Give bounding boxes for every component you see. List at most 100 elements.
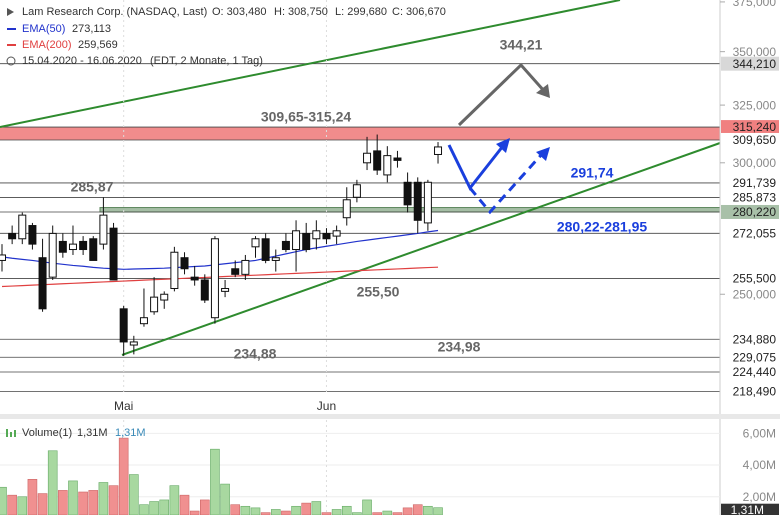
candle-body xyxy=(393,157,402,161)
level-label-bg xyxy=(721,365,779,380)
legend-value: 273,113 xyxy=(72,23,111,35)
annotation: 255,50 xyxy=(357,284,400,300)
volume-bar xyxy=(291,505,301,515)
volume-bar xyxy=(0,486,7,515)
legend-icon xyxy=(6,56,16,66)
volume-bar xyxy=(88,490,99,515)
plot: Mai Jun xyxy=(0,0,443,413)
candle-body xyxy=(281,240,290,251)
candle-body xyxy=(241,259,250,275)
level-label: 218,490 xyxy=(733,385,777,399)
level-label: 291,739 xyxy=(733,176,777,190)
y-tick-label: 2,00M xyxy=(743,490,776,504)
level-label-bg xyxy=(721,204,779,219)
candle-body xyxy=(373,150,382,171)
annotation: 234,98 xyxy=(438,339,481,355)
level-label-bg xyxy=(721,175,779,190)
candle-body xyxy=(271,257,280,261)
candle-body xyxy=(170,251,179,290)
candle-body xyxy=(0,254,6,261)
volume-bar xyxy=(412,504,423,515)
volume-value: 1,31M xyxy=(115,427,146,439)
legend-value: 259,569 xyxy=(78,39,118,51)
volume-pane xyxy=(0,420,720,515)
volume-last-label: 1,31M xyxy=(731,503,764,515)
candle-body xyxy=(292,230,301,251)
candle-body xyxy=(210,238,219,319)
level-label: 280,220 xyxy=(733,205,777,219)
volume-bar xyxy=(108,485,119,515)
candle-body xyxy=(79,240,88,251)
candle-body xyxy=(99,214,108,245)
annotation: 234,88 xyxy=(234,346,277,362)
candle-body xyxy=(139,317,148,325)
volume-bar xyxy=(270,509,281,515)
y-tick-label: 350,000 xyxy=(733,45,777,59)
volume-bar xyxy=(47,450,58,515)
candle-body xyxy=(231,268,240,275)
candle-body xyxy=(8,232,17,240)
volume-bar xyxy=(17,496,28,515)
legend-swatch xyxy=(7,28,16,30)
pane-separator xyxy=(0,414,780,419)
level-label: 285,873 xyxy=(733,191,777,205)
trendline xyxy=(0,0,621,128)
candle-body xyxy=(413,181,422,221)
volume-bar xyxy=(311,501,322,515)
level-label: 315,240 xyxy=(733,120,777,134)
volume-bar xyxy=(281,510,291,515)
legend-ohlc: C: 306,670 xyxy=(392,6,446,18)
legend-entry: EMA(50) xyxy=(22,23,65,35)
candle-body xyxy=(119,308,128,343)
candle-body xyxy=(352,184,361,198)
candle-body xyxy=(363,152,372,164)
volume-bar xyxy=(37,493,48,515)
candle-body xyxy=(58,240,67,253)
annotation: 285,87 xyxy=(71,179,114,195)
candle-body xyxy=(129,341,138,346)
date-note: (EDT, 2 Monate, 1 Tag) xyxy=(150,55,263,67)
level-label-bg xyxy=(721,190,779,205)
volume-bar xyxy=(78,491,88,515)
candle-body xyxy=(434,146,443,155)
y-tick-label: 300,000 xyxy=(733,156,777,170)
candle-body xyxy=(251,238,260,248)
legend-icon xyxy=(6,429,8,437)
y-tick-label: 4,00M xyxy=(743,458,776,472)
volume-bar xyxy=(331,509,342,515)
scenario-arrows xyxy=(447,62,550,215)
legend-entry: EMA(200) xyxy=(22,39,72,51)
volume-bar xyxy=(189,510,200,515)
candle-body xyxy=(38,257,47,310)
volume-bar xyxy=(98,482,109,515)
y-tick-label: 375,000 xyxy=(733,0,777,9)
volume-bar xyxy=(159,499,170,515)
volume-bar xyxy=(230,504,241,515)
legend-icon xyxy=(7,8,14,16)
candle-body xyxy=(160,293,169,301)
volume-bar xyxy=(402,507,413,515)
level-label-bg xyxy=(721,120,779,135)
candle-body xyxy=(322,232,331,240)
volume-bar xyxy=(118,437,129,515)
level-label: 229,075 xyxy=(733,350,777,364)
candle-body xyxy=(423,181,432,224)
volume-bar xyxy=(139,504,149,515)
volume-bar xyxy=(27,479,38,515)
y-tick-label: 325,000 xyxy=(733,98,777,112)
volume-bar xyxy=(423,505,433,515)
legend-icon xyxy=(14,430,16,437)
candle-body xyxy=(18,214,27,240)
legend-ohlc: O: 303,480 xyxy=(212,6,266,18)
volume-title: Volume(1) xyxy=(22,427,72,439)
level-label: 255,500 xyxy=(733,272,777,286)
volume-bar xyxy=(250,507,261,515)
date-range: 15.04.2020 - 16.06.2020 xyxy=(22,55,142,67)
candle-body xyxy=(302,232,311,251)
volume-bar xyxy=(179,494,190,515)
candle-body xyxy=(383,155,392,176)
volume-bar xyxy=(362,499,372,515)
legend-title: Lam Research Corp. (NASDAQ, Last) xyxy=(22,6,207,18)
